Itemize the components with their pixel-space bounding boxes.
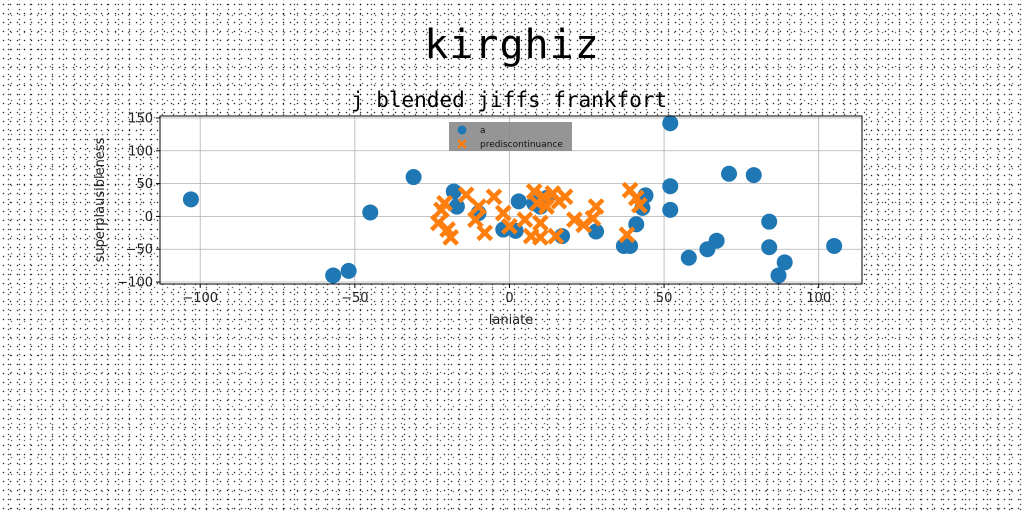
y-tick-label: 50 (136, 177, 153, 192)
x-marker-stroke (439, 221, 456, 238)
x-marker-stroke (547, 227, 565, 245)
scatter-point-x (476, 224, 494, 242)
x-marker-stroke (442, 229, 460, 246)
x-axis-label: laniate (489, 313, 534, 328)
scatter-point-circle (826, 237, 843, 254)
x-marker-stroke (516, 211, 534, 229)
x-marker-stroke (532, 229, 549, 246)
y-tick-label: −100 (117, 276, 153, 291)
scatter-point-circle (588, 223, 605, 240)
scatter-point-x (436, 194, 453, 212)
x-marker-stroke (494, 204, 512, 222)
scatter-point-circle (662, 201, 679, 218)
legend-label-a: a (480, 126, 486, 136)
scatter-point-circle (721, 165, 738, 182)
scatter-point-x (494, 204, 512, 222)
y-axis-label: superplausibleness (93, 137, 108, 262)
legend-marker-prediscontinuance (457, 139, 467, 149)
scatter-point-circle (405, 169, 422, 186)
x-tick-label: −50 (341, 291, 368, 306)
scatter-point-x (470, 198, 487, 215)
scatter-point-circle (622, 237, 639, 254)
x-marker-stroke (532, 214, 549, 232)
x-tick-label: 100 (806, 291, 831, 306)
scatter-point-circle (761, 213, 778, 230)
scatter-point-circle (761, 239, 778, 256)
legend: a prediscontinuance (449, 122, 572, 151)
x-marker-stroke (538, 198, 555, 215)
scatter-point-circle (776, 254, 793, 271)
series-prediscontinuance (429, 181, 648, 246)
scatter-point-x (467, 211, 484, 229)
plot-area-frame (159, 115, 863, 285)
scatter-point-x (566, 211, 583, 229)
x-tick-label: −100 (182, 291, 218, 306)
x-marker-stroke (525, 183, 543, 200)
scatter-point-circle (340, 262, 357, 279)
x-marker-stroke (630, 196, 648, 214)
scatter-point-x (584, 210, 602, 227)
y-tick-label: 150 (128, 111, 153, 126)
scatter-point-circle (745, 167, 762, 184)
x-marker-stroke (467, 211, 484, 229)
legend-box (449, 122, 572, 151)
axis-ticks: −100 −50 0 50 100 −100 −50 0 50 100 150 (117, 111, 831, 306)
x-marker-stroke (436, 194, 453, 212)
x-marker-stroke (429, 214, 447, 232)
scatter-point-x (442, 229, 460, 246)
scatter-point-x (630, 196, 648, 214)
scatter-point-circle (680, 249, 697, 266)
scatter-point-x (525, 183, 543, 200)
scatter-point-circle (362, 204, 379, 221)
x-marker-stroke (485, 188, 503, 206)
scatter-point-x (556, 188, 574, 206)
y-tick-label: 100 (128, 144, 153, 159)
data-points (182, 115, 843, 284)
scatter-point-x (485, 188, 503, 206)
scatter-point-x (618, 226, 636, 244)
scatter-point-x (538, 198, 555, 215)
chart-title: j blended jiffs frankfort (351, 88, 667, 112)
scatter-point-x (501, 217, 518, 235)
figure-title: kirghiz (424, 22, 600, 68)
x-marker-stroke (476, 224, 494, 242)
x-marker-stroke (621, 181, 639, 199)
scatter-point-circle (182, 191, 199, 208)
x-tick-label: 0 (505, 291, 513, 306)
legend-marker-a (457, 125, 467, 135)
scatter-point-x (457, 186, 475, 204)
x-marker-stroke (584, 210, 602, 227)
scatter-point-circle (770, 267, 787, 284)
scatter-point-circle (662, 178, 679, 195)
x-marker-stroke (544, 185, 562, 202)
scatter-point-circle (708, 232, 725, 249)
x-marker-stroke (556, 188, 574, 206)
x-marker-stroke (457, 186, 475, 204)
legend-label-prediscontinuance: prediscontinuance (480, 140, 563, 150)
scatter-point-circle (662, 115, 679, 132)
scatter-point-circle (510, 193, 527, 210)
y-tick-label: −50 (126, 243, 153, 258)
scatter-point-x (587, 198, 605, 215)
x-marker-stroke (566, 211, 583, 229)
scatter-point-x (532, 214, 549, 232)
scatter-point-x (547, 227, 565, 245)
x-tick-label: 50 (656, 291, 673, 306)
y-tick-label: 0 (145, 210, 153, 225)
x-marker-stroke (501, 217, 518, 235)
x-marker-stroke (618, 226, 636, 244)
x-marker-stroke (587, 198, 605, 215)
x-marker-stroke (627, 189, 645, 207)
x-marker-stroke (470, 198, 487, 215)
scatter-point-x (516, 211, 534, 229)
x-marker-stroke (457, 139, 467, 149)
scatter-point-circle (325, 267, 342, 284)
scatter-point-x (532, 229, 549, 246)
